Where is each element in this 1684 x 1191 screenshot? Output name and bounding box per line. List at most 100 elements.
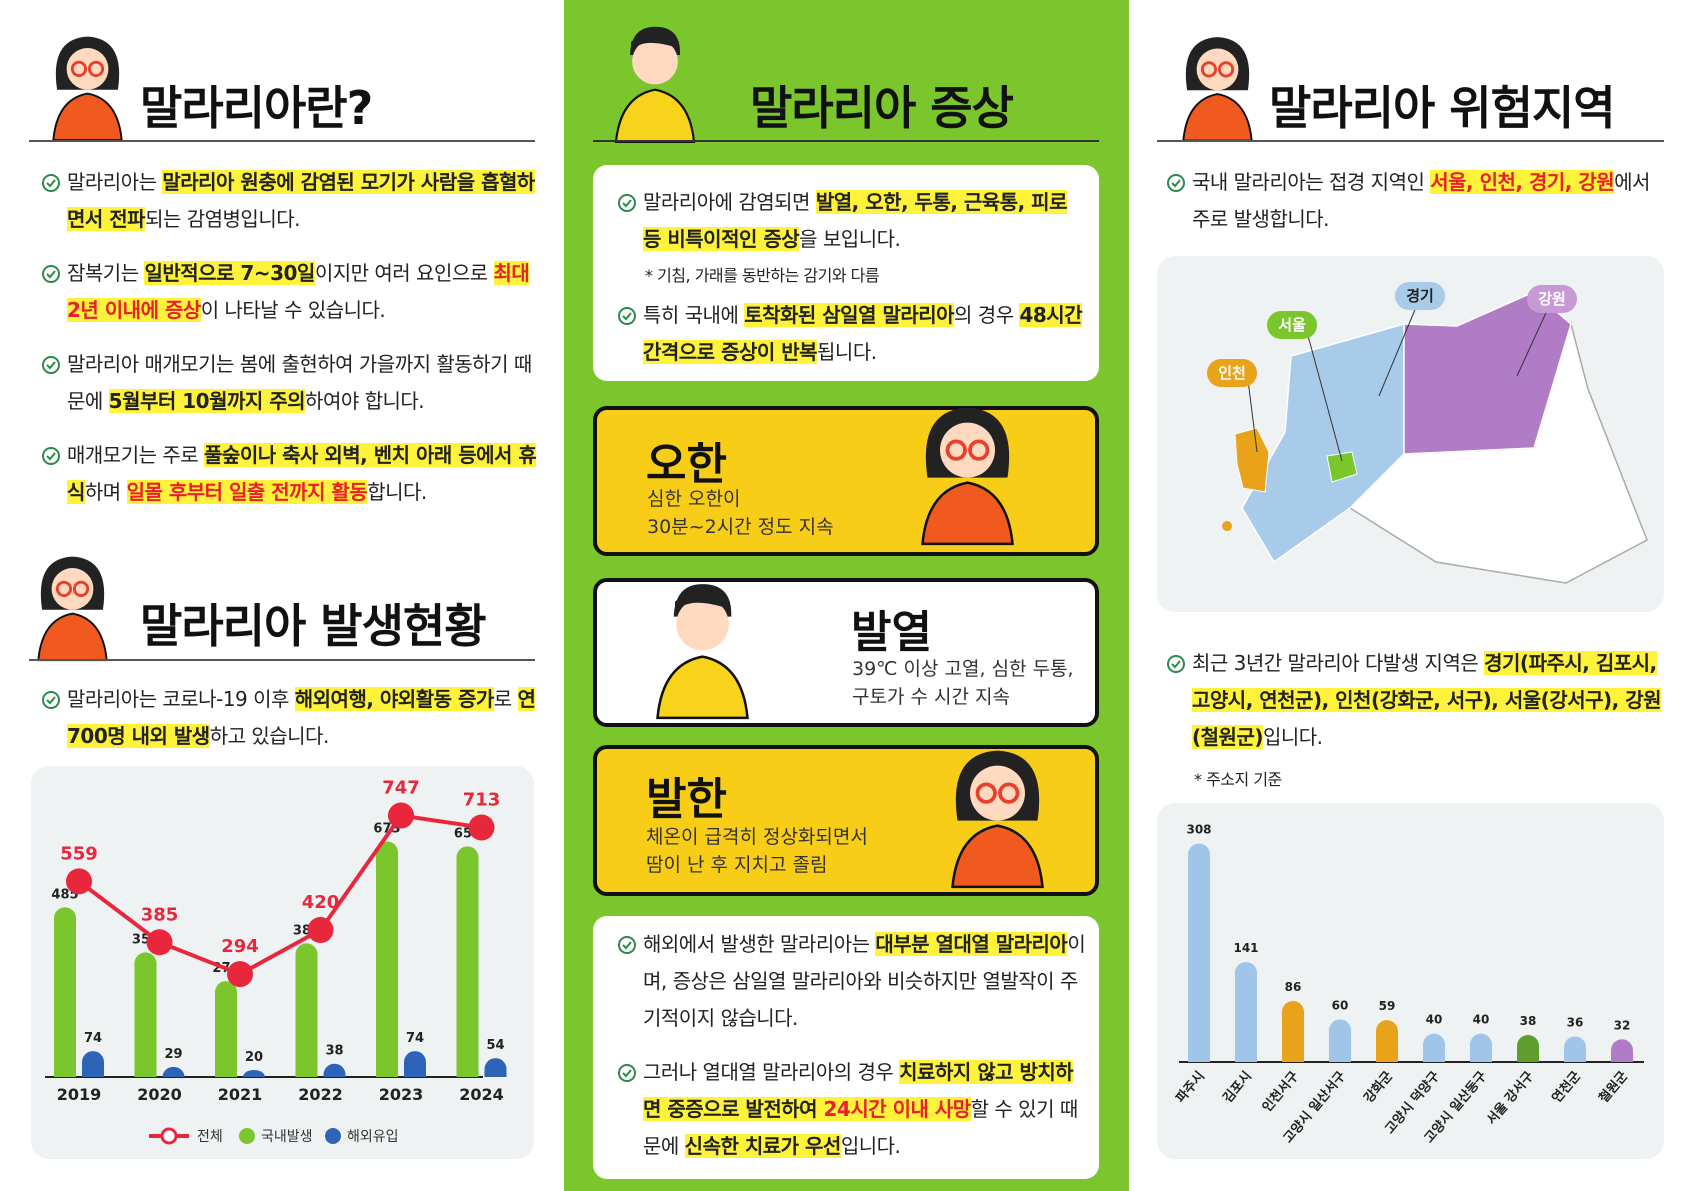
item-text: 합니다.	[367, 480, 427, 504]
item-text: 잠복기는	[67, 261, 145, 285]
footnote: * 기침, 가래를 동반하는 감기와 다름	[645, 266, 880, 285]
character-illustration	[905, 392, 1030, 552]
data-label: 36	[1567, 1015, 1584, 1029]
highlight-text: 토착화된 삼일열 말라리아	[744, 303, 955, 327]
bullet-item: 최근 3년간 말라리아 다발생 지역은 경기(파주시, 김포시, 고양시, 연천…	[1166, 645, 1662, 756]
data-label: 59	[1379, 999, 1396, 1013]
data-label: 420	[302, 892, 340, 913]
item-list: 국내 말라리아는 접경 지역인 서울, 인천, 경기, 강원에서 주로 발생합니…	[1166, 164, 1661, 255]
character-illustration	[600, 18, 710, 143]
symptom-box	[593, 916, 1099, 1179]
item-text: 말라리아는	[67, 170, 163, 194]
card-title: 발열	[851, 607, 932, 658]
item-list: 말라리아는 말라리아 원충에 감염된 모기가 사람을 흡혈하면서 전파되는 감염…	[41, 164, 541, 528]
title-rule	[1157, 140, 1664, 142]
item-text: 매개모기는 주로	[67, 443, 205, 467]
section-title: 말라리아 증상	[750, 81, 1014, 135]
card-title: 오한	[646, 439, 727, 490]
bar	[54, 907, 76, 1077]
section-title: 말라리아 위험지역	[1269, 81, 1616, 135]
bar	[243, 1070, 265, 1077]
data-label: 38	[325, 1044, 343, 1059]
card-title: 발한	[646, 774, 727, 825]
x-tick-label: 2021	[218, 1085, 263, 1104]
bar	[295, 943, 318, 1077]
x-tick-label: 강화군	[1361, 1068, 1396, 1106]
check-icon	[42, 356, 60, 374]
item-text: 국내 말라리아는 접경 지역인	[1192, 170, 1431, 194]
x-tick-label: 연천군	[1550, 1069, 1585, 1106]
bullet-item: 말라리아 매개모기는 봄에 출현하여 가을까지 활동하기 때문에 5월부터 10…	[41, 346, 541, 420]
item-text: 최근 3년간 말라리아 다발생 지역은	[1192, 651, 1485, 675]
bar	[1611, 1039, 1633, 1062]
legend-label: 해외유입	[347, 1129, 399, 1145]
data-label: 40	[1473, 1013, 1490, 1027]
highlight-text: 5월부터 10월까지 주의	[108, 389, 306, 413]
data-label: 559	[60, 843, 98, 864]
map-label-bg	[1207, 359, 1257, 387]
bar	[404, 1051, 426, 1077]
item-text: 하고 있습니다.	[209, 724, 330, 748]
bullet-item: 매개모기는 주로 풀숲이나 축사 외벽, 벤치 아래 등에서 휴식하며 일몰 후…	[41, 437, 541, 511]
line-marker	[146, 929, 173, 956]
legend-label: 국내발생	[261, 1129, 313, 1145]
bar	[1235, 961, 1257, 1062]
map-label-bg	[1527, 285, 1577, 313]
bullet-item: 특히 국내에 토착화된 삼일열 말라리아의 경우 48시간 간격으로 증상이 반…	[617, 297, 1087, 371]
map-region	[1326, 451, 1358, 483]
legend-swatch	[160, 1127, 178, 1145]
x-tick-label: 서울 강서구	[1483, 1068, 1537, 1128]
symptom-card	[593, 406, 1099, 556]
data-label: 713	[463, 789, 501, 810]
map-island	[1222, 521, 1232, 531]
check-icon	[618, 936, 636, 954]
check-icon	[42, 447, 60, 465]
check-icon	[42, 265, 60, 283]
item-text: 하여야 합니다.	[305, 389, 425, 413]
map-label: 경기	[1406, 287, 1434, 305]
check-icon	[1167, 174, 1185, 192]
highlight-text: 서울, 인천, 경기, 강원	[1430, 170, 1615, 194]
bullet-item: 잠복기는 일반적으로 7~30일이지만 여러 요인으로 최대 2년 이내에 증상…	[41, 255, 541, 329]
region-map: 인천 서울 경기 강원	[1207, 282, 1648, 584]
item-text: 말라리아는 코로나-19 이후	[67, 687, 295, 711]
check-icon	[42, 691, 60, 709]
item-text: 입니다.	[840, 1134, 901, 1158]
section-title: 말라리아란?	[140, 81, 373, 135]
bar	[1423, 1033, 1445, 1062]
bar	[1329, 1019, 1351, 1062]
data-label: 54	[486, 1038, 504, 1053]
data-label: 747	[382, 778, 420, 799]
item-text: 이지만 여러 요인으로	[314, 261, 494, 285]
data-label: 38	[1520, 1014, 1537, 1028]
check-icon	[618, 1064, 636, 1082]
check-icon	[618, 307, 636, 325]
character-illustration	[935, 735, 1060, 895]
item-text: 할 수 있기 때문에	[643, 1097, 1078, 1158]
highlight-text: 일몰 후부터 일출 전까지 활동	[126, 480, 368, 504]
item-text: 의 경우	[954, 303, 1020, 327]
title-rule	[593, 140, 1099, 142]
section-title: 말라리아 발생현황	[140, 599, 487, 653]
leader-line	[1516, 303, 1551, 377]
title-rule	[29, 140, 535, 142]
item-text: 되는 감염병입니다.	[145, 207, 300, 231]
bar	[1517, 1035, 1539, 1062]
data-label: 385	[141, 904, 179, 925]
bar	[1376, 1020, 1398, 1062]
line-marker	[468, 814, 495, 841]
bullet-item: 국내 말라리아는 접경 지역인 서울, 인천, 경기, 강원에서 주로 발생합니…	[1166, 164, 1661, 238]
character-illustration	[640, 566, 765, 726]
data-label: 74	[84, 1031, 102, 1046]
leader-line	[1306, 331, 1343, 462]
bar	[1470, 1033, 1492, 1062]
item-list: 말라리아에 감염되면 발열, 오한, 두통, 근육통, 피로 등 비특이적인 증…	[617, 184, 1087, 388]
x-tick-label: 2023	[379, 1085, 424, 1104]
footnote: * 주소지 기준	[1194, 770, 1282, 789]
line-marker	[388, 802, 414, 829]
map-label-bg	[1267, 311, 1317, 339]
x-tick-label: 2020	[137, 1085, 182, 1104]
x-tick-label: 2022	[298, 1085, 343, 1104]
card-text: 체온이 급격히 정상화되면서	[646, 826, 868, 848]
